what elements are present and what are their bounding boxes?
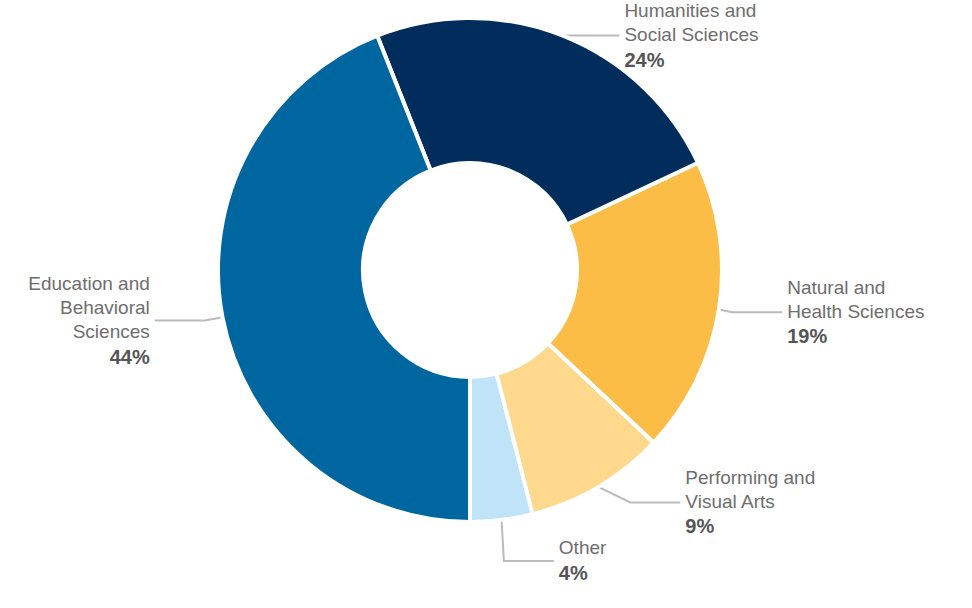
svg-text:4%: 4% (559, 562, 588, 584)
svg-text:Education and: Education and (28, 273, 150, 294)
svg-text:Visual Arts: Visual Arts (685, 491, 774, 512)
svg-text:24%: 24% (624, 49, 664, 71)
svg-text:Sciences: Sciences (73, 321, 150, 342)
svg-text:Social Sciences: Social Sciences (624, 24, 758, 45)
svg-text:Other: Other (559, 537, 607, 558)
svg-text:19%: 19% (787, 325, 827, 347)
svg-text:44%: 44% (110, 346, 150, 368)
svg-text:Behavioral: Behavioral (60, 297, 150, 318)
svg-text:9%: 9% (685, 515, 714, 537)
svg-text:Natural and: Natural and (787, 277, 885, 298)
svg-text:Health Sciences: Health Sciences (787, 301, 924, 322)
svg-text:Performing and: Performing and (685, 467, 815, 488)
svg-text:Humanities and: Humanities and (624, 0, 756, 21)
